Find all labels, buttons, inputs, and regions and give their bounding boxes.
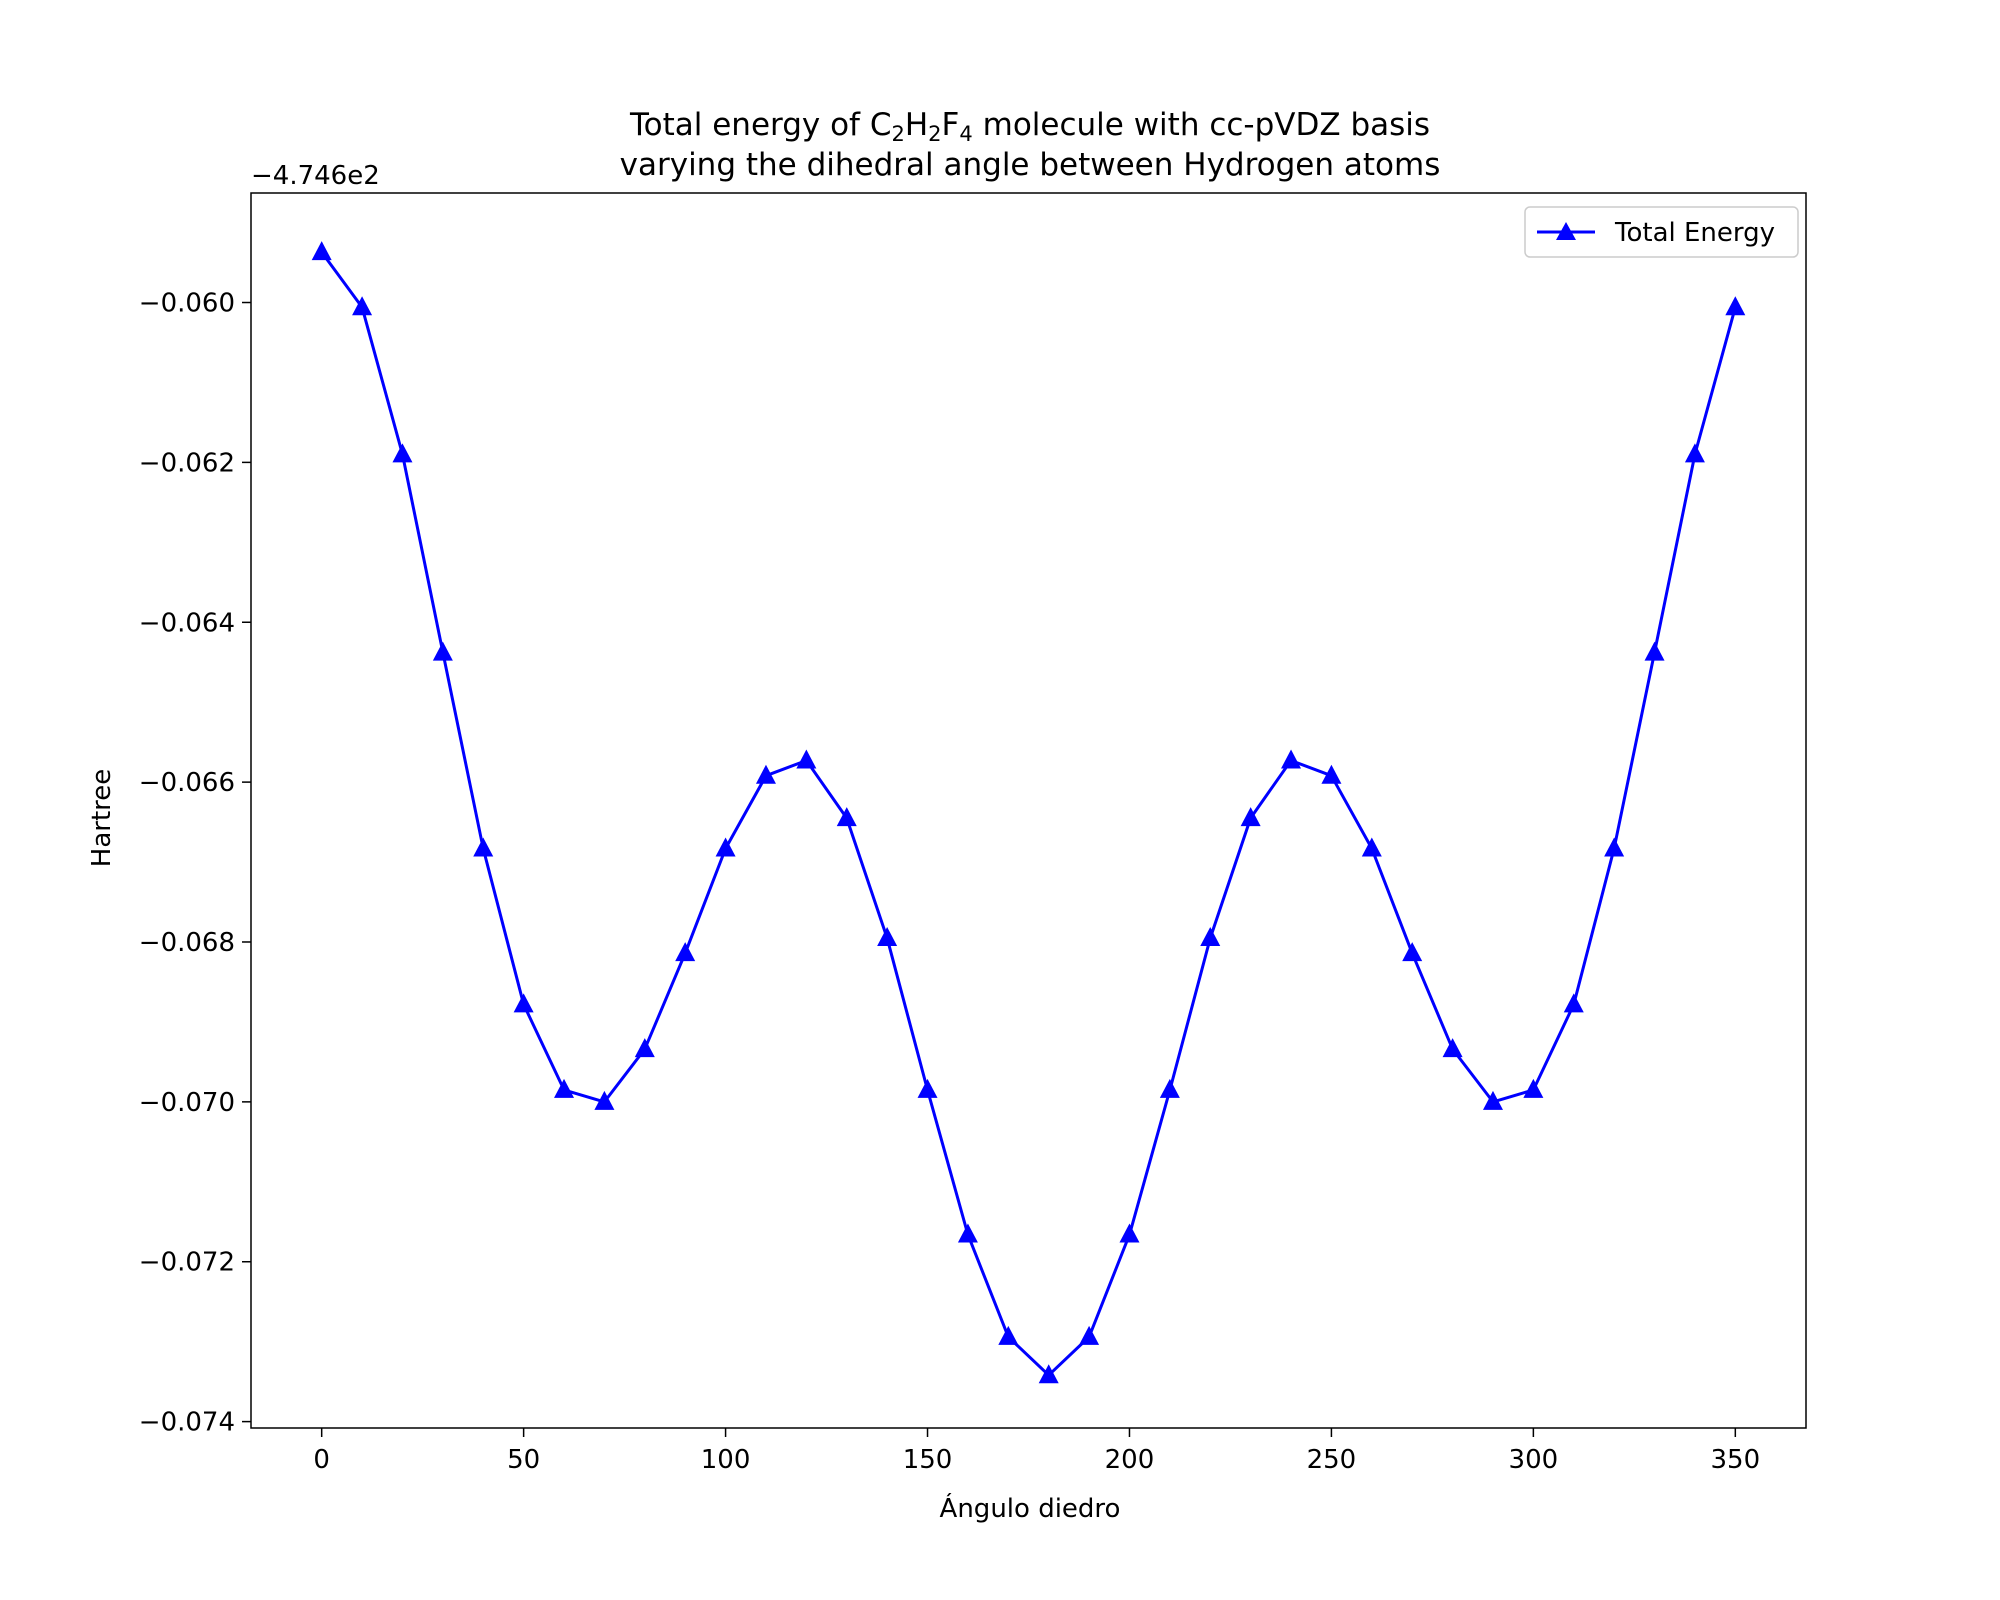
data-point-marker <box>1402 942 1423 962</box>
legend-label: Total Energy <box>1614 218 1775 248</box>
y-tick-label: −0.072 <box>139 1248 235 1278</box>
axes-frame <box>250 192 1807 1429</box>
data-point-marker <box>1200 926 1221 946</box>
y-tick-label: −0.064 <box>139 608 235 638</box>
data-point-marker <box>1119 1223 1140 1243</box>
data-point-marker <box>1644 641 1665 661</box>
data-point-marker <box>1442 1038 1463 1058</box>
x-tick-label: 250 <box>1307 1445 1357 1475</box>
y-tick-label: −0.066 <box>139 768 235 798</box>
data-point-marker <box>796 749 817 769</box>
data-point-marker <box>311 241 332 261</box>
data-point-marker <box>392 443 413 463</box>
chart-title-line2: varying the dihedral angle between Hydro… <box>620 147 1441 183</box>
y-axis-label: Hartree <box>87 769 117 867</box>
data-point-marker <box>1281 749 1302 769</box>
x-axis-label: Ángulo diedro <box>940 1492 1121 1524</box>
y-tick-label: −0.060 <box>139 289 235 319</box>
data-point-marker <box>513 993 534 1013</box>
data-point-marker <box>917 1078 938 1098</box>
x-tick-label: 100 <box>701 1445 751 1475</box>
x-tick-label: 0 <box>313 1445 330 1475</box>
data-point-marker <box>1523 1078 1544 1098</box>
data-point-marker <box>352 296 373 316</box>
data-point-marker <box>594 1090 615 1110</box>
data-point-marker <box>877 926 898 946</box>
data-point-marker <box>675 942 696 962</box>
x-tick-label: 350 <box>1710 1445 1760 1475</box>
data-point-marker <box>1482 1090 1503 1110</box>
y-tick-label: −0.068 <box>139 928 235 958</box>
x-tick-label: 150 <box>903 1445 953 1475</box>
legend-box <box>1524 206 1799 258</box>
y-tick-label: −0.070 <box>139 1088 235 1118</box>
data-point-marker <box>836 807 857 827</box>
x-tick-label: 200 <box>1105 1445 1155 1475</box>
data-point-marker <box>1725 296 1746 316</box>
data-point-marker <box>957 1223 978 1243</box>
data-point-marker <box>1604 837 1625 857</box>
data-point-marker <box>715 837 736 857</box>
data-point-marker <box>1079 1325 1100 1345</box>
y-offset-label: −4.746e2 <box>251 161 380 191</box>
data-point-marker <box>1038 1364 1059 1384</box>
data-point-marker <box>1240 807 1261 827</box>
plot-area: 0 50 100 150 200 250 300 350 −0.060 −0.062 −0.064 −… <box>139 192 1807 1475</box>
data-point-marker <box>998 1325 1019 1345</box>
series-line-total-energy <box>320 251 1737 1377</box>
x-tick-label: 300 <box>1509 1445 1559 1475</box>
data-point-marker <box>473 837 494 857</box>
data-point-marker <box>1563 993 1584 1013</box>
data-point-marker <box>1321 764 1342 784</box>
chart-title-line1: Total energy of C2H2F4 molecule with cc-… <box>629 107 1430 146</box>
data-point-marker <box>634 1038 655 1058</box>
data-point-marker <box>755 764 776 784</box>
data-point-marker <box>432 641 453 661</box>
legend-marker <box>1556 222 1576 240</box>
data-point-marker <box>1361 837 1382 857</box>
data-point-marker <box>1159 1078 1180 1098</box>
legend: Total Energy <box>1524 206 1799 258</box>
data-point-marker <box>1684 443 1705 463</box>
x-tick-label: 50 <box>507 1445 540 1475</box>
y-tick-label: −0.074 <box>139 1408 235 1438</box>
data-point-marker <box>554 1078 575 1098</box>
y-tick-label: −0.062 <box>139 448 235 478</box>
